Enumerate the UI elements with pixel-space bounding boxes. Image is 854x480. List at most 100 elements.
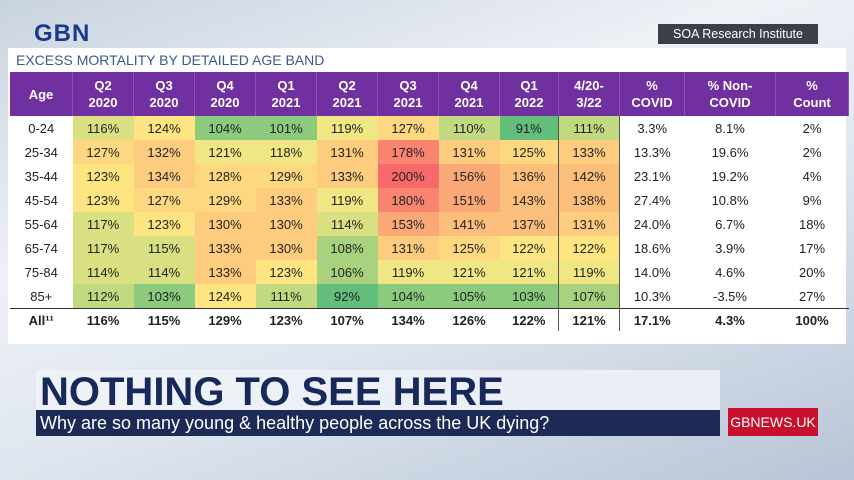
cell: 124%	[194, 284, 256, 309]
header-line: % Non-	[707, 78, 753, 93]
cell: 2%	[802, 144, 822, 160]
cell: 153%	[377, 212, 439, 236]
cell: 132%	[133, 140, 195, 164]
subheadline: Why are so many young & healthy people a…	[36, 410, 720, 436]
cell: 127%	[377, 116, 439, 140]
cell: 18.6%	[619, 236, 685, 260]
header-line: 2021	[332, 95, 362, 110]
cell: 156%	[438, 164, 500, 188]
cell: 10.3%	[619, 284, 685, 309]
cell: 114%	[316, 212, 378, 236]
cell: 118%	[255, 140, 317, 164]
header-line: Age	[28, 86, 54, 102]
cell: 114%	[133, 260, 195, 284]
cell: 17.1%	[619, 308, 685, 331]
cell: 25-34	[24, 144, 58, 160]
cell: 3.3%	[619, 116, 685, 140]
cell: 151%	[438, 188, 500, 212]
cell: 19.2%	[711, 168, 749, 184]
cell: 119%	[558, 260, 620, 284]
cell: 128%	[194, 164, 256, 188]
cell: 116%	[72, 308, 134, 331]
source-tag: SOA Research Institute	[658, 24, 818, 44]
cell: 130%	[255, 212, 317, 236]
cell: 110%	[438, 116, 500, 140]
cell: 126%	[438, 308, 500, 331]
cell: 143%	[499, 188, 559, 212]
cell: 127%	[133, 188, 195, 212]
table-title: EXCESS MORTALITY BY DETAILED AGE BAND	[16, 52, 325, 68]
cell: 133%	[255, 188, 317, 212]
header-line: 2021	[454, 95, 484, 110]
data-row: 0-24 116% 124% 104% 101% 119% 127% 110% 91% 111% 3…	[10, 116, 849, 140]
cell: 131%	[316, 140, 378, 164]
cell: 119%	[377, 260, 439, 284]
cell: 4.6%	[715, 264, 745, 280]
cell: 117%	[72, 212, 134, 236]
data-row: 65-74 117% 115% 133% 130% 108% 131% 125% 122% 122…	[10, 236, 849, 260]
cell: 133%	[194, 260, 256, 284]
data-row: 25-34 127% 132% 121% 118% 131% 178% 131% 125% 133…	[10, 140, 849, 164]
data-row: 45-54 123% 127% 129% 133% 119% 180% 151% 143% 138…	[10, 188, 849, 212]
header-line: 2020	[88, 95, 118, 110]
cell: 142%	[558, 164, 620, 188]
cell: 107%	[558, 284, 620, 309]
header-line: %	[806, 78, 818, 93]
cell: All¹¹	[10, 308, 73, 331]
cell: 17%	[798, 240, 826, 256]
column-header: Q4 2020	[194, 72, 256, 116]
cell: 117%	[72, 236, 134, 260]
cell: 121%	[499, 260, 559, 284]
logo: GBN	[34, 20, 91, 47]
cell: 180%	[377, 188, 439, 212]
header-line: Q3	[155, 78, 173, 93]
cell: 20%	[798, 264, 826, 280]
cell: 129%	[194, 188, 256, 212]
header-line: %	[646, 78, 658, 93]
cell: 133%	[558, 140, 620, 164]
header-line: Q2	[338, 78, 356, 93]
header-line: 4/20-	[574, 78, 604, 93]
cell: 134%	[133, 164, 195, 188]
cell: 100%	[775, 308, 849, 331]
cell: 103%	[133, 284, 195, 309]
cell: 8.1%	[715, 120, 745, 136]
total-row: All¹¹ 116% 115% 129% 123% 107% 134% 126% 122% 121…	[10, 308, 849, 331]
column-header: Q3 2021	[377, 72, 439, 116]
url-tag: GBNEWS.UK	[728, 408, 818, 436]
cell: 3.9%	[715, 240, 745, 256]
cell: 119%	[316, 116, 378, 140]
data-row: 55-64 117% 123% 130% 130% 114% 153% 141% 137% 131…	[10, 212, 849, 236]
cell: 131%	[558, 212, 620, 236]
cell: 24.0%	[619, 212, 685, 236]
cell: 35-44	[24, 168, 58, 184]
header-line: 2020	[149, 95, 179, 110]
header-line: COVID	[709, 95, 751, 110]
cell: 19.6%	[711, 144, 749, 160]
cell: 121%	[438, 260, 500, 284]
column-header: Q3 2020	[133, 72, 195, 116]
column-header: Age	[10, 72, 73, 116]
cell: 122%	[558, 236, 620, 260]
header-line: COVID	[631, 95, 673, 110]
cell: 141%	[438, 212, 500, 236]
cell: 27.4%	[619, 188, 685, 212]
column-header: Q1 2022	[499, 72, 559, 116]
cell: 130%	[255, 236, 317, 260]
cell: 116%	[72, 116, 134, 140]
cell: 104%	[377, 284, 439, 309]
cell: 27%	[798, 288, 826, 304]
column-header: % Count	[775, 72, 849, 116]
mortality-table: Age Q2 2020 Q3 2020 Q4 2020 Q1 2021 Q2 2021 Q3 2021 Q…	[10, 72, 849, 331]
header-line: Q2	[94, 78, 112, 93]
header-line: 3/22	[576, 95, 602, 110]
cell: 131%	[377, 236, 439, 260]
cell: 92%	[316, 284, 378, 309]
header-line: Q3	[399, 78, 417, 93]
column-header: Q2 2020	[72, 72, 134, 116]
cell: 103%	[499, 284, 559, 309]
column-header: Q4 2021	[438, 72, 500, 116]
data-row: 75-84 114% 114% 133% 123% 106% 119% 121% 121% 119…	[10, 260, 849, 284]
cell: 107%	[316, 308, 378, 331]
